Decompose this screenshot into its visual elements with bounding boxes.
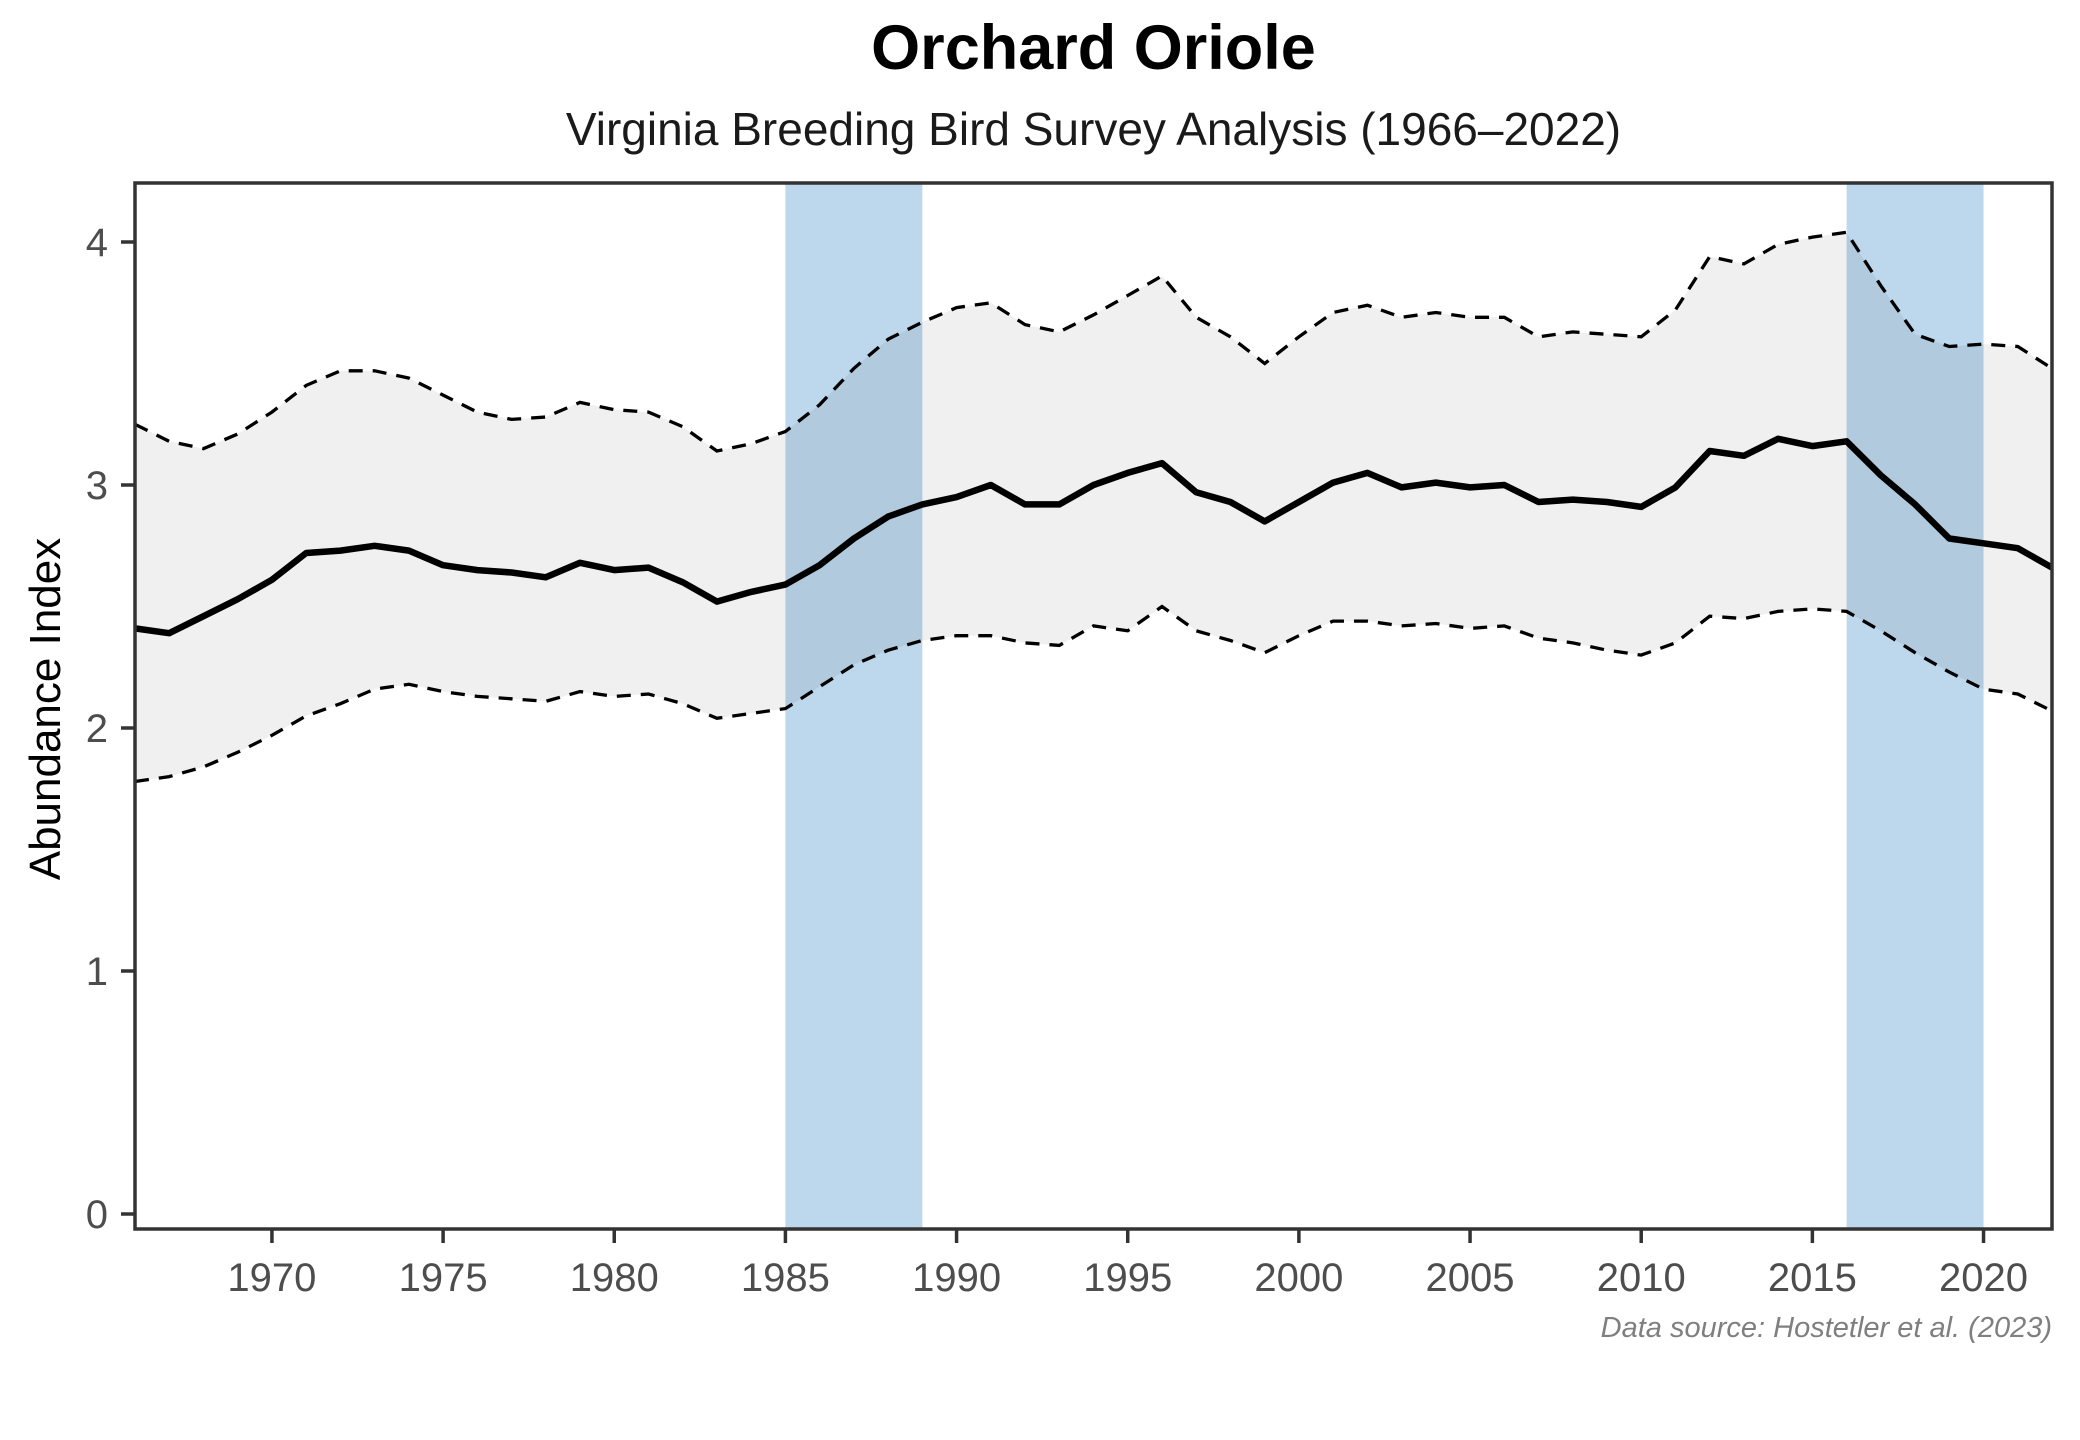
chart-title: Orchard Oriole [871, 13, 1316, 83]
upper-ci-line [134, 230, 2053, 453]
abundance-line [134, 435, 2054, 637]
x-tick-label: 2015 [1768, 1256, 1857, 1300]
x-tick-label: 1970 [227, 1256, 316, 1300]
y-tick-label: 2 [86, 707, 108, 751]
x-tick-label: 2005 [1426, 1256, 1515, 1300]
highlight-band [1846, 183, 1984, 1229]
x-tick-label: 1975 [399, 1256, 488, 1300]
lower-ci-line [134, 604, 2053, 784]
data-source-caption: Data source: Hostetler et al. (2023) [1600, 1312, 2052, 1344]
y-tick-label: 1 [86, 950, 108, 994]
confidence-ribbon [135, 232, 2052, 782]
x-tick-label: 1980 [570, 1256, 659, 1300]
highlight-band [785, 183, 923, 1229]
x-tick-label: 1995 [1083, 1256, 1172, 1300]
panel-border [133, 181, 2054, 1231]
x-tick-label: 2010 [1597, 1256, 1686, 1300]
x-tick-label: 2000 [1254, 1256, 1343, 1300]
y-tick-label: 3 [86, 464, 108, 508]
x-tick-label: 1985 [741, 1256, 830, 1300]
y-tick-label: 0 [86, 1193, 108, 1237]
x-tick-label: 1990 [912, 1256, 1001, 1300]
y-tick-label: 4 [86, 221, 108, 265]
chart-subtitle: Virginia Breeding Bird Survey Analysis (… [565, 103, 1622, 155]
x-tick-label: 2020 [1939, 1256, 2028, 1300]
